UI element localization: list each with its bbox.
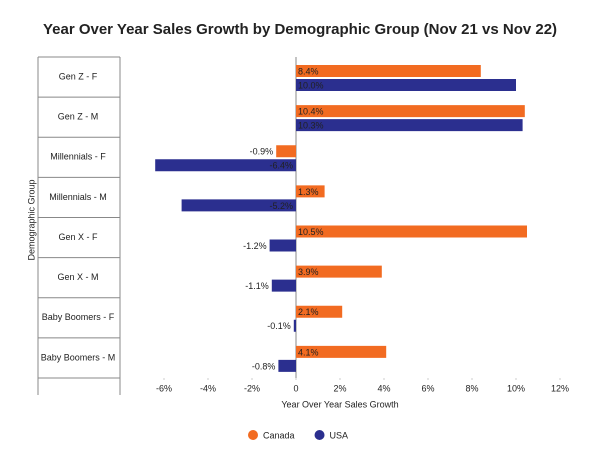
y-axis-title: Demographic Group	[26, 179, 36, 260]
value-label: 8.4%	[298, 66, 319, 76]
bar	[271, 279, 296, 292]
value-label: -6.4%	[269, 161, 293, 171]
y-tick-label: Millennials - F	[50, 152, 106, 162]
x-tick-label: 8%	[465, 383, 478, 393]
bar	[296, 225, 527, 238]
bar	[296, 119, 523, 132]
value-label: 3.9%	[298, 267, 319, 277]
bar	[296, 265, 382, 278]
value-label: 2.1%	[298, 307, 319, 317]
y-tick-label: Gen X - F	[58, 232, 98, 242]
bar	[296, 105, 525, 118]
x-tick-label: -4%	[200, 383, 216, 393]
y-tick-label: Baby Boomers - M	[41, 352, 116, 362]
bar	[269, 239, 296, 252]
legend-label: USA	[330, 430, 349, 440]
legend-label: Canada	[263, 430, 295, 440]
bar	[276, 145, 296, 158]
bar	[296, 79, 516, 91]
x-tick-label: -6%	[156, 383, 172, 393]
value-label: 10.4%	[298, 107, 324, 117]
value-label: 10.5%	[298, 227, 324, 237]
bar	[155, 159, 296, 172]
x-tick-label: 2%	[333, 383, 346, 393]
x-axis-title: Year Over Year Sales Growth	[281, 399, 398, 409]
y-tick-label: Gen Z - M	[58, 112, 99, 122]
value-label: -0.9%	[250, 147, 274, 157]
y-tick-label: Millennials - M	[49, 192, 107, 202]
value-label: 10.3%	[298, 121, 324, 131]
value-label: 10.0%	[298, 80, 324, 90]
bar	[296, 345, 387, 358]
chart-title: Year Over Year Sales Growth by Demograph…	[43, 21, 557, 38]
bar	[296, 305, 343, 318]
value-label: -1.2%	[243, 241, 267, 251]
bar	[181, 199, 296, 212]
y-tick-label: Baby Boomers - F	[42, 312, 115, 322]
x-tick-label: 12%	[551, 383, 569, 393]
value-label: 4.1%	[298, 347, 319, 357]
bar	[278, 359, 296, 372]
bar	[296, 185, 325, 198]
value-label: 1.3%	[298, 187, 319, 197]
y-tick-label: Gen Z - F	[59, 71, 98, 81]
value-label: -5.2%	[269, 201, 293, 211]
value-label: -0.1%	[267, 321, 291, 331]
value-label: -0.8%	[252, 361, 276, 371]
x-tick-label: 10%	[507, 383, 525, 393]
x-tick-label: 4%	[377, 383, 390, 393]
x-tick-label: 6%	[421, 383, 434, 393]
legend-marker	[314, 430, 325, 440]
bar	[293, 319, 296, 332]
bar	[296, 65, 481, 77]
x-tick-label: -2%	[244, 383, 260, 393]
x-tick-label: 0	[293, 383, 298, 393]
value-label: -1.1%	[245, 281, 269, 291]
legend-marker	[248, 430, 258, 440]
y-tick-label: Gen X - M	[57, 272, 98, 282]
